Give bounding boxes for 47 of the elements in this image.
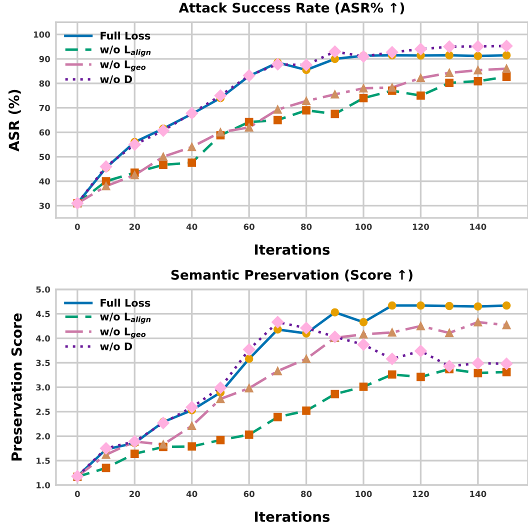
chart-title: Semantic Preservation (Score ↑) — [171, 270, 412, 282]
x-tick-label: 120 — [412, 490, 430, 498]
y-axis-title: ASR (%) — [8, 90, 21, 152]
y-tick-label: 70 — [39, 104, 50, 112]
x-axis-title: Iterations — [254, 511, 330, 522]
legend-label: w/o D — [100, 342, 132, 352]
legend-label: w/o L$_{align}$ — [100, 46, 151, 57]
legend-label: w/o L$_{geo}$ — [100, 328, 146, 339]
y-tick-label: 40 — [39, 178, 50, 185]
x-tick-label: 100 — [356, 224, 372, 230]
y-tick-label: 3.0 — [36, 384, 50, 391]
x-tick-label: 60 — [244, 224, 254, 230]
y-tick-label: 4.0 — [36, 335, 50, 342]
x-tick-label: 40 — [186, 490, 198, 498]
y-tick-label: 2.0 — [36, 433, 50, 440]
y-tick-label: 2.5 — [36, 408, 50, 415]
y-tick-label: 4.5 — [36, 310, 50, 318]
x-tick-label: 140 — [470, 224, 486, 230]
x-tick-label: 80 — [301, 224, 312, 230]
y-tick-label: 1.5 — [36, 458, 50, 464]
y-tick-label: 60 — [39, 129, 50, 136]
y-tick-label: 50 — [39, 154, 50, 160]
y-tick-label: 90 — [39, 56, 50, 62]
legend-label: w/o L$_{geo}$ — [100, 60, 146, 72]
x-tick-label: 100 — [356, 490, 372, 498]
x-tick-label: 60 — [244, 490, 254, 498]
x-tick-label: 20 — [130, 490, 140, 498]
y-tick-label: 100 — [34, 31, 50, 38]
legend-label: w/o L$_{align}$ — [100, 312, 151, 324]
y-tick-label: 80 — [39, 80, 50, 87]
legend-label: w/o D — [100, 75, 132, 84]
x-tick-label: 20 — [130, 224, 140, 230]
x-tick-label: 120 — [412, 224, 430, 230]
x-tick-label: 40 — [186, 224, 198, 230]
x-tick-label: 0 — [74, 224, 80, 230]
chart-title: Attack Success Rate (ASR% ↑) — [178, 2, 404, 14]
y-tick-label: 3.5 — [36, 360, 50, 366]
x-tick-label: 140 — [470, 490, 486, 498]
x-tick-label: 80 — [301, 490, 312, 498]
y-tick-label: 1.0 — [36, 482, 50, 488]
x-tick-label: 0 — [74, 490, 80, 498]
y-tick-label: 30 — [39, 202, 50, 209]
legend-label: Full Loss — [100, 32, 150, 40]
y-tick-label: 5.0 — [36, 286, 50, 293]
legend-label: Full Loss — [100, 298, 150, 307]
x-axis-title: Iterations — [254, 244, 330, 255]
y-axis-title: Preservation Score — [11, 313, 22, 461]
